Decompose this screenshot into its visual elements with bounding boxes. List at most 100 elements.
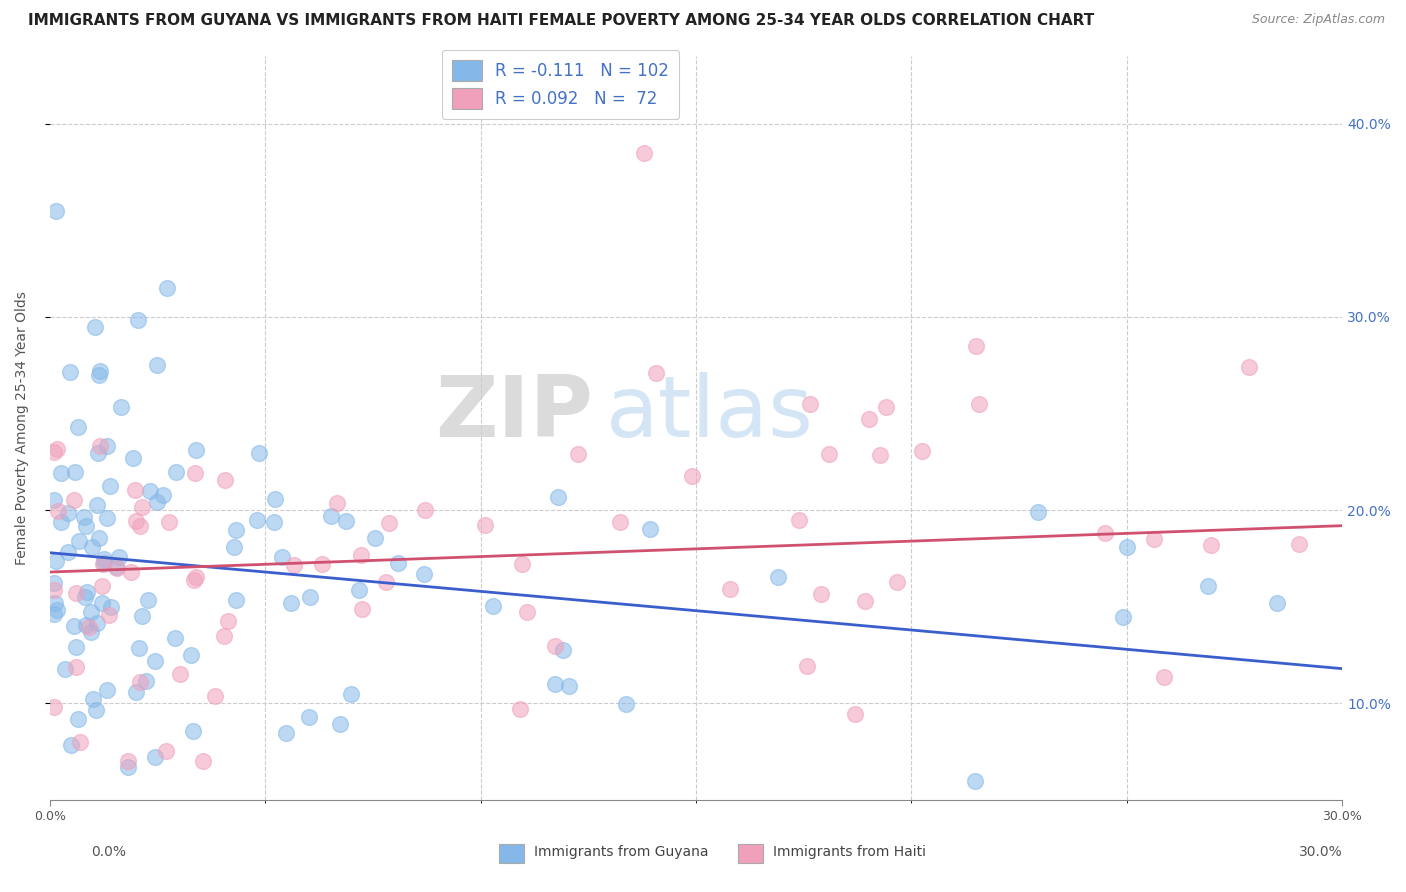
Point	[59, 365, 82, 379]
Point	[63, 493, 86, 508]
Point	[129, 519, 152, 533]
Point	[117, 760, 139, 774]
Point	[347, 583, 370, 598]
Point	[65, 660, 87, 674]
Text: 0.0%: 0.0%	[91, 845, 127, 859]
Point	[96, 439, 118, 453]
Point	[87, 531, 110, 545]
Point	[1288, 537, 1310, 551]
Point	[818, 447, 841, 461]
Point	[44, 596, 66, 610]
Point	[858, 411, 880, 425]
Point	[965, 339, 987, 353]
Point	[766, 570, 789, 584]
Point	[143, 750, 166, 764]
Point	[56, 545, 79, 559]
Point	[46, 504, 69, 518]
Point	[100, 599, 122, 614]
Point	[553, 642, 575, 657]
Point	[225, 593, 247, 607]
Point	[963, 773, 986, 788]
Point	[86, 615, 108, 630]
Point	[127, 313, 149, 327]
Point	[152, 488, 174, 502]
Point	[128, 641, 150, 656]
Point	[59, 738, 82, 752]
Point	[49, 466, 72, 480]
Point	[79, 620, 101, 634]
Point	[516, 605, 538, 619]
Point	[76, 585, 98, 599]
Point	[474, 517, 496, 532]
Point	[89, 364, 111, 378]
Point	[311, 557, 333, 571]
Point	[225, 523, 247, 537]
Point	[319, 508, 342, 523]
Point	[326, 496, 349, 510]
Point	[165, 465, 187, 479]
Point	[378, 516, 401, 531]
Point	[157, 515, 180, 529]
Point	[681, 468, 703, 483]
Point	[80, 625, 103, 640]
Point	[222, 540, 245, 554]
Point	[413, 503, 436, 517]
Point	[96, 511, 118, 525]
Legend: R = -0.111   N = 102, R = 0.092   N =  72: R = -0.111 N = 102, R = 0.092 N = 72	[441, 50, 679, 119]
Point	[274, 726, 297, 740]
Point	[217, 614, 239, 628]
Point	[633, 145, 655, 160]
Text: Immigrants from Guyana: Immigrants from Guyana	[534, 845, 709, 859]
Point	[1199, 538, 1222, 552]
Point	[44, 444, 66, 458]
Point	[969, 397, 991, 411]
Point	[83, 319, 105, 334]
Point	[93, 552, 115, 566]
Point	[853, 594, 876, 608]
Point	[75, 591, 97, 605]
Text: atlas: atlas	[606, 372, 814, 455]
Point	[44, 576, 66, 591]
Point	[1116, 540, 1139, 554]
Point	[110, 401, 132, 415]
Point	[67, 420, 90, 434]
Point	[298, 710, 321, 724]
Point	[298, 590, 321, 604]
Point	[335, 514, 357, 528]
Point	[1112, 610, 1135, 624]
Point	[91, 558, 114, 572]
Point	[1153, 670, 1175, 684]
Point	[155, 744, 177, 758]
Point	[184, 442, 207, 457]
Point	[645, 366, 668, 380]
Point	[96, 683, 118, 698]
Text: 30.0%: 30.0%	[1299, 845, 1343, 859]
Point	[44, 700, 66, 714]
Point	[44, 607, 66, 621]
Point	[789, 513, 811, 527]
Point	[44, 493, 66, 508]
Point	[212, 629, 235, 643]
Point	[131, 500, 153, 514]
Point	[105, 560, 128, 574]
Point	[375, 574, 398, 589]
Point	[58, 506, 80, 520]
Point	[204, 689, 226, 703]
Point	[263, 515, 285, 529]
Point	[283, 558, 305, 572]
Point	[108, 550, 131, 565]
Point	[1237, 359, 1260, 374]
Point	[609, 515, 631, 529]
Point	[350, 548, 373, 562]
Point	[98, 479, 121, 493]
Point	[67, 712, 90, 726]
Point	[104, 559, 127, 574]
Point	[45, 554, 67, 568]
Point	[340, 687, 363, 701]
Point	[93, 557, 115, 571]
Point	[69, 734, 91, 748]
Point	[246, 513, 269, 527]
Point	[146, 358, 169, 372]
Point	[184, 466, 207, 480]
Point	[810, 587, 832, 601]
